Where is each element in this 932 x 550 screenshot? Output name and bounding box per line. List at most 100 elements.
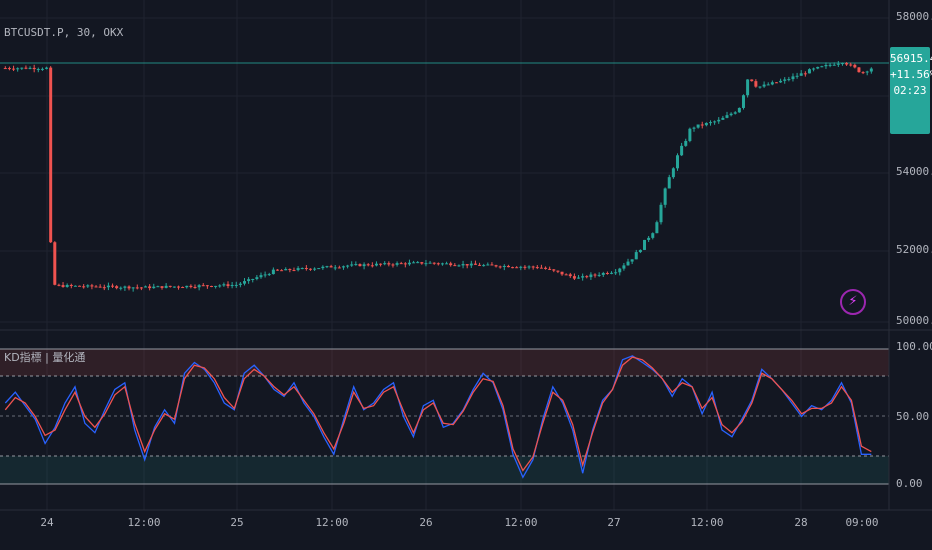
overbought-zone <box>0 349 889 376</box>
candle-body <box>577 277 581 279</box>
price-tick: 54000.0 <box>896 165 932 178</box>
candle-body <box>160 286 164 288</box>
candle-body <box>374 263 378 266</box>
candle-body <box>238 283 242 285</box>
candle-body <box>869 68 873 72</box>
candle-body <box>263 274 267 276</box>
candle-body <box>135 287 139 289</box>
kd-tick: 0.00 <box>896 477 923 490</box>
bar-countdown: 02:23 <box>893 83 927 97</box>
candle-body <box>737 107 741 113</box>
candle-body <box>362 264 366 267</box>
candle-body <box>527 266 531 268</box>
candle-body <box>725 115 729 118</box>
candle-body <box>622 265 626 269</box>
time-tick: 27 <box>607 516 621 529</box>
candle-body <box>193 286 197 288</box>
candle-body <box>131 287 135 289</box>
candle-body <box>634 252 638 260</box>
candle-body <box>148 286 152 289</box>
candle-body <box>721 117 725 120</box>
candle-body <box>90 285 94 287</box>
candle-body <box>803 73 807 75</box>
candle-body <box>655 222 659 234</box>
candle-body <box>251 279 255 281</box>
candle-body <box>469 263 473 266</box>
candle-body <box>40 68 44 70</box>
time-tick: 09:00 <box>845 516 879 529</box>
candle-body <box>247 279 251 282</box>
candle-body <box>791 76 795 80</box>
candle-body <box>300 268 304 270</box>
candle-body <box>383 263 387 265</box>
candle-body <box>849 64 853 66</box>
candle-body <box>53 242 57 285</box>
candle-body <box>428 262 432 264</box>
candle-body <box>98 286 102 288</box>
candle-body <box>494 265 498 267</box>
candle-body <box>284 269 288 271</box>
candle-body <box>436 263 440 265</box>
candle-body <box>127 286 131 289</box>
candle-body <box>82 286 86 288</box>
candle-body <box>308 268 312 270</box>
candle-body <box>614 272 618 274</box>
candle-body <box>379 263 383 265</box>
candle-body <box>845 63 849 65</box>
candle-body <box>275 269 279 271</box>
candle-body <box>836 63 840 65</box>
candle-body <box>552 269 556 271</box>
candle-body <box>861 72 865 74</box>
candle-body <box>296 268 300 271</box>
candle-body <box>73 285 77 287</box>
candle-body <box>78 285 82 287</box>
candle-body <box>816 66 820 69</box>
candle-body <box>416 262 420 264</box>
candle-body <box>177 286 181 288</box>
candle-body <box>453 265 457 267</box>
time-tick: 28 <box>794 516 808 529</box>
candle-body <box>750 79 754 82</box>
candle-body <box>651 233 655 238</box>
candle-body <box>865 71 869 73</box>
candle-body <box>168 285 172 287</box>
candle-body <box>597 274 601 276</box>
candle-body <box>32 67 36 70</box>
candle-body <box>358 264 362 267</box>
candle-body <box>354 264 358 266</box>
candle-body <box>647 237 651 240</box>
candle-body <box>659 204 663 223</box>
candle-body <box>531 266 535 268</box>
candle-body <box>766 84 770 86</box>
price-tick: 52000.0 <box>896 243 932 256</box>
candle-body <box>746 79 750 96</box>
candle-body <box>399 263 403 265</box>
candle-body <box>717 119 721 122</box>
candle-body <box>824 65 828 67</box>
last-price-badge: 56915.4 +11.56% 02:23 <box>890 47 932 134</box>
candle-body <box>581 276 585 278</box>
candle-body <box>20 67 24 69</box>
candle-body <box>94 286 98 288</box>
lightning-icon[interactable]: ⚡ <box>840 289 866 315</box>
candle-body <box>618 268 622 273</box>
candle-body <box>449 263 453 266</box>
candle-body <box>610 272 614 274</box>
candle-body <box>325 266 329 268</box>
candle-body <box>473 263 477 265</box>
candle-body <box>255 277 259 280</box>
candle-body <box>185 285 189 288</box>
candle-body <box>688 128 692 141</box>
candle-body <box>119 287 123 289</box>
candle-body <box>412 262 416 264</box>
indicator-title: KD指標 | 量化通 <box>4 351 86 364</box>
candle-body <box>407 262 411 265</box>
candle-body <box>144 286 148 288</box>
candle-body <box>420 262 424 264</box>
candle-body <box>544 267 548 269</box>
candle-body <box>28 67 32 69</box>
candle-body <box>840 63 844 65</box>
candle-body <box>24 67 28 69</box>
candle-body <box>292 270 296 272</box>
